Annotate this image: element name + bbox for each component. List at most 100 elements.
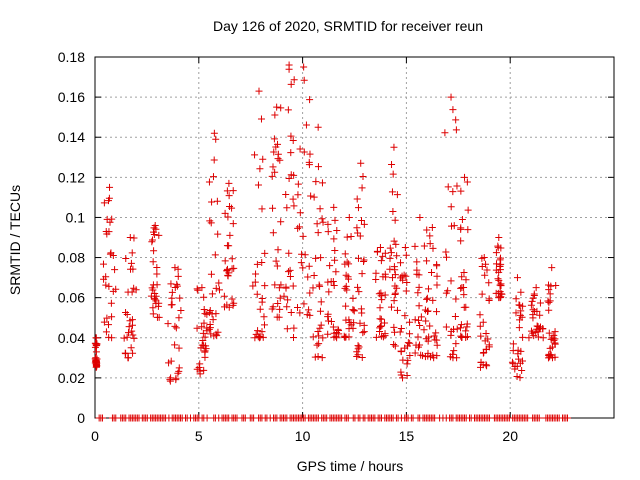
data-point	[508, 358, 516, 366]
data-point	[306, 289, 314, 297]
data-point	[230, 299, 238, 307]
data-point	[269, 303, 277, 311]
data-point	[198, 284, 206, 292]
chart-title: Day 126 of 2020, SRMTID for receiver reu…	[213, 18, 483, 34]
data-point	[356, 319, 364, 327]
data-point	[210, 156, 218, 164]
data-point	[377, 289, 385, 297]
data-point	[284, 106, 292, 114]
data-point	[404, 339, 412, 347]
data-point	[496, 262, 504, 270]
data-point	[317, 321, 325, 329]
data-point	[285, 175, 293, 183]
data-point	[201, 353, 209, 361]
data-point	[313, 341, 321, 349]
data-point	[282, 191, 290, 199]
data-point	[496, 266, 504, 274]
data-point	[153, 264, 161, 272]
data-point	[401, 244, 409, 252]
data-point	[286, 266, 294, 274]
data-point	[390, 323, 398, 331]
data-point	[399, 374, 407, 382]
data-point	[306, 311, 314, 319]
data-point	[287, 149, 295, 157]
data-point	[426, 232, 434, 240]
data-point	[287, 308, 295, 316]
data-point	[271, 281, 279, 289]
data-point	[393, 191, 401, 199]
data-point	[388, 188, 396, 196]
data-point	[124, 329, 132, 337]
data-point	[478, 290, 486, 298]
data-point	[316, 205, 324, 213]
data-point	[314, 328, 322, 336]
data-point	[381, 291, 389, 299]
data-point	[545, 281, 553, 289]
data-point	[130, 284, 138, 292]
data-point	[415, 302, 423, 310]
data-point	[282, 284, 290, 292]
data-point	[457, 224, 465, 232]
data-point	[411, 349, 419, 357]
data-point	[260, 313, 268, 321]
data-point	[289, 282, 297, 290]
data-point	[200, 319, 208, 327]
data-point	[171, 284, 179, 292]
data-point	[92, 334, 100, 342]
data-point	[343, 258, 351, 266]
data-point	[381, 332, 389, 340]
data-point	[198, 323, 206, 331]
data-point	[258, 294, 266, 302]
data-point	[360, 328, 368, 336]
data-point	[461, 173, 469, 181]
data-point	[535, 414, 543, 422]
data-point	[305, 262, 313, 270]
data-point	[451, 312, 459, 320]
y-tick-label: 0.18	[58, 49, 85, 65]
data-point	[202, 345, 210, 353]
data-point	[333, 334, 341, 342]
data-point	[532, 284, 540, 292]
data-point	[226, 231, 234, 239]
data-point	[105, 282, 113, 290]
data-point	[305, 306, 313, 314]
data-point	[313, 220, 321, 228]
data-point	[517, 307, 525, 315]
data-point	[290, 76, 298, 84]
data-point	[254, 327, 262, 335]
data-point	[379, 333, 387, 341]
data-point	[171, 341, 179, 349]
data-point	[330, 203, 338, 211]
data-point	[294, 191, 302, 199]
data-point	[105, 321, 113, 329]
data-point	[256, 333, 264, 341]
data-point	[497, 280, 505, 288]
data-point	[529, 314, 537, 322]
data-point	[314, 353, 322, 361]
data-point	[260, 321, 268, 329]
data-point	[275, 313, 283, 321]
data-point	[300, 148, 308, 156]
data-point	[447, 93, 455, 101]
data-point	[376, 315, 384, 323]
data-point	[548, 334, 556, 342]
data-point	[463, 333, 471, 341]
data-point	[103, 215, 111, 223]
y-tick-label: 0.12	[58, 169, 85, 185]
data-point	[309, 284, 317, 292]
data-point	[349, 306, 357, 314]
data-point	[199, 329, 207, 337]
data-point	[447, 203, 455, 211]
data-point	[213, 332, 221, 340]
data-point	[377, 315, 385, 323]
data-point	[315, 332, 323, 340]
data-point	[456, 324, 464, 332]
data-point	[381, 270, 389, 278]
data-point	[287, 171, 295, 179]
data-point	[128, 321, 136, 329]
data-point	[411, 316, 419, 324]
data-point	[390, 143, 398, 151]
data-point	[514, 346, 522, 354]
data-point	[377, 322, 385, 330]
